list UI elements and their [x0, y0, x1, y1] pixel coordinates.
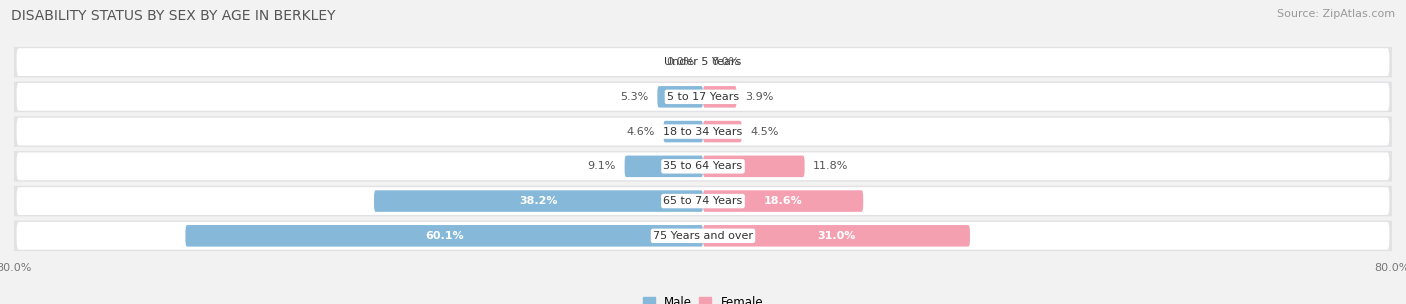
FancyBboxPatch shape [703, 190, 863, 212]
Text: 35 to 64 Years: 35 to 64 Years [664, 161, 742, 171]
Text: 18.6%: 18.6% [763, 196, 803, 206]
Text: 4.5%: 4.5% [751, 126, 779, 136]
FancyBboxPatch shape [703, 156, 804, 177]
FancyBboxPatch shape [17, 83, 1389, 111]
FancyBboxPatch shape [664, 121, 703, 142]
FancyBboxPatch shape [703, 225, 970, 247]
Legend: Male, Female: Male, Female [638, 291, 768, 304]
FancyBboxPatch shape [6, 220, 1400, 251]
Text: 0.0%: 0.0% [711, 57, 740, 67]
Text: 38.2%: 38.2% [519, 196, 558, 206]
FancyBboxPatch shape [6, 116, 1400, 147]
Text: 65 to 74 Years: 65 to 74 Years [664, 196, 742, 206]
Text: 60.1%: 60.1% [425, 231, 464, 241]
FancyBboxPatch shape [6, 47, 1400, 78]
Text: 4.6%: 4.6% [627, 126, 655, 136]
Text: DISABILITY STATUS BY SEX BY AGE IN BERKLEY: DISABILITY STATUS BY SEX BY AGE IN BERKL… [11, 9, 336, 23]
FancyBboxPatch shape [17, 187, 1389, 215]
Text: 18 to 34 Years: 18 to 34 Years [664, 126, 742, 136]
FancyBboxPatch shape [374, 190, 703, 212]
FancyBboxPatch shape [624, 156, 703, 177]
FancyBboxPatch shape [17, 118, 1389, 146]
Text: 75 Years and over: 75 Years and over [652, 231, 754, 241]
FancyBboxPatch shape [186, 225, 703, 247]
FancyBboxPatch shape [6, 186, 1400, 216]
Text: Under 5 Years: Under 5 Years [665, 57, 741, 67]
Text: 5 to 17 Years: 5 to 17 Years [666, 92, 740, 102]
FancyBboxPatch shape [703, 86, 737, 108]
FancyBboxPatch shape [6, 81, 1400, 112]
Text: 5.3%: 5.3% [620, 92, 648, 102]
Text: 3.9%: 3.9% [745, 92, 773, 102]
FancyBboxPatch shape [17, 48, 1389, 76]
FancyBboxPatch shape [17, 222, 1389, 250]
Text: 11.8%: 11.8% [813, 161, 849, 171]
Text: 0.0%: 0.0% [666, 57, 695, 67]
FancyBboxPatch shape [703, 121, 742, 142]
FancyBboxPatch shape [17, 152, 1389, 180]
Text: Source: ZipAtlas.com: Source: ZipAtlas.com [1277, 9, 1395, 19]
FancyBboxPatch shape [6, 151, 1400, 181]
Text: 9.1%: 9.1% [588, 161, 616, 171]
Text: 31.0%: 31.0% [817, 231, 856, 241]
FancyBboxPatch shape [658, 86, 703, 108]
